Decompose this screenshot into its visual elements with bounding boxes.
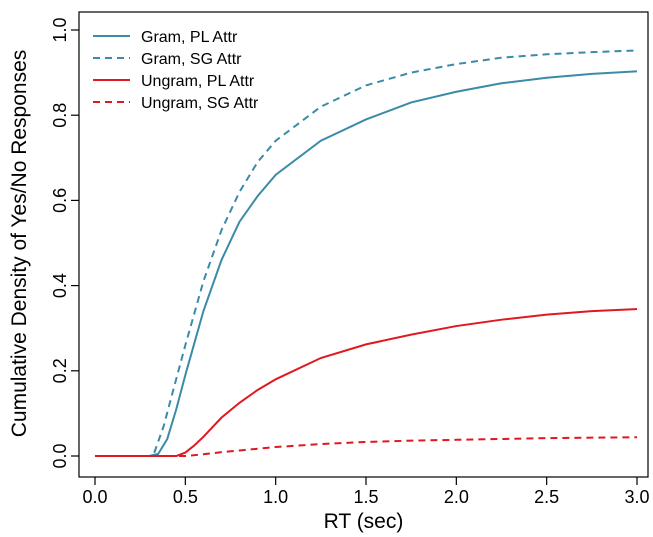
y-axis-title: Cumulative Density of Yes/No Responses [8, 50, 31, 438]
x-axis: 0.0 0.5 1.0 1.5 2.0 2.5 3.0 [82, 477, 650, 507]
x-tick-label: 2.5 [534, 487, 559, 507]
x-tick-label: 0.5 [173, 487, 198, 507]
y-tick-label: 0.6 [50, 188, 70, 213]
legend: Gram, PL Attr Gram, SG Attr Ungram, PL Att… [93, 29, 259, 112]
x-tick-label: 0.0 [82, 487, 107, 507]
legend-label: Ungram, SG Attr [141, 95, 259, 112]
legend-label: Ungram, PL Attr [141, 73, 255, 90]
series-line-2 [95, 49, 638, 457]
plot-frame [78, 11, 649, 478]
x-tick-label: 1.5 [353, 487, 378, 507]
y-tick-label: 0.2 [50, 358, 70, 383]
y-tick-label: 0.4 [50, 273, 70, 298]
x-tick-label: 2.0 [444, 487, 469, 507]
y-axis: 0.0 0.2 0.4 0.6 0.8 1.0 [50, 17, 79, 469]
series-line-1 [95, 70, 638, 457]
series-line-3 [95, 308, 638, 457]
x-axis-title: RT (sec) [324, 510, 404, 533]
legend-label: Gram, SG Attr [141, 51, 242, 68]
plot-border [78, 11, 649, 478]
series-line-4 [95, 436, 638, 457]
series-lines [95, 49, 638, 457]
y-tick-label: 0.0 [50, 443, 70, 468]
y-tick-label: 1.0 [50, 17, 70, 42]
legend-label: Gram, PL Attr [141, 29, 238, 46]
x-tick-label: 3.0 [624, 487, 649, 507]
x-tick-label: 1.0 [263, 487, 288, 507]
y-tick-label: 0.8 [50, 103, 70, 128]
